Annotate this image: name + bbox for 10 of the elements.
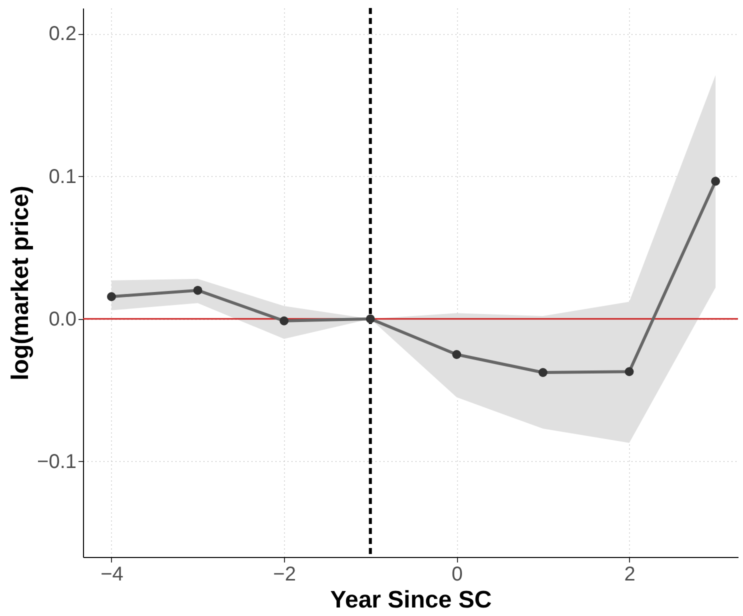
x-tick-label: 0 (452, 564, 463, 586)
y-tick-label: 0.0 (48, 308, 76, 330)
y-tick-label: 0.2 (48, 23, 76, 46)
y-tick-label: 0.1 (48, 166, 76, 188)
x-tick-label: −2 (273, 564, 296, 586)
x-axis-title: Year Since SC (330, 586, 492, 614)
y-tick-label: −0.1 (37, 450, 76, 473)
x-tick-label: 2 (624, 564, 636, 586)
y-axis-title: log(market price) (7, 186, 34, 380)
x-tick-label: −4 (100, 564, 124, 586)
